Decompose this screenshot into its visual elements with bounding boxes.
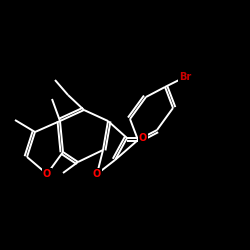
- Text: Br: Br: [179, 72, 191, 82]
- Text: O: O: [43, 169, 51, 179]
- Text: O: O: [93, 169, 101, 179]
- Text: O: O: [139, 133, 147, 143]
